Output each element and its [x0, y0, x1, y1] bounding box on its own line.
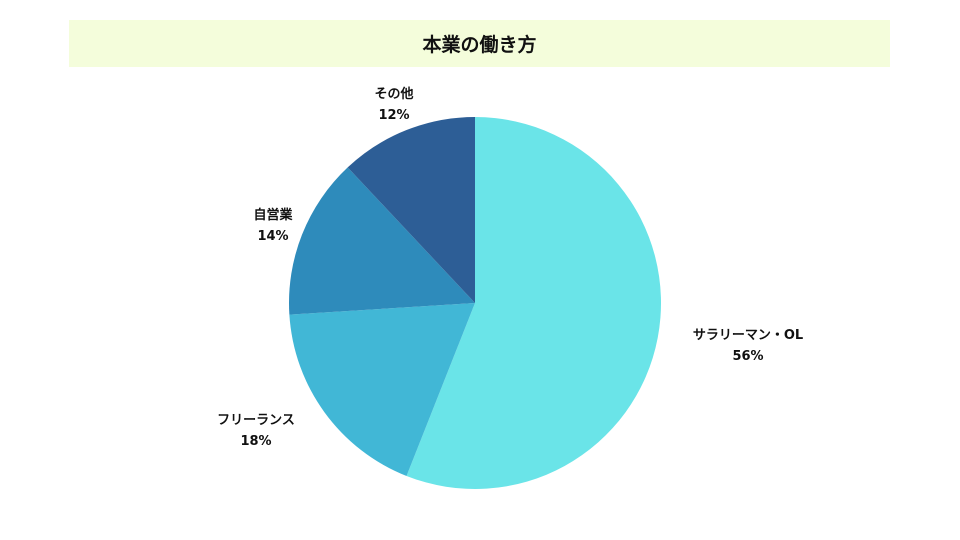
slice-category-label: サラリーマン・OL [693, 328, 803, 343]
pie-slice [289, 167, 475, 315]
slice-category-label: 自営業 [253, 207, 293, 223]
slice-category-label: フリーランス [217, 413, 295, 428]
chart-title-bar: 本業の働き方 [69, 20, 890, 67]
pie-labels: サラリーマン・OL 56% フリーランス 18% 自営業 14% その他 12% [217, 86, 803, 449]
slice-value-label: 18% [240, 434, 271, 449]
pie-slices [289, 117, 662, 490]
pie-slice [406, 117, 662, 490]
pie-slice [289, 303, 475, 476]
slice-category-label: その他 [374, 86, 413, 102]
slice-value-label: 12% [378, 108, 409, 123]
slice-value-label: 56% [732, 349, 763, 364]
slice-value-label: 14% [257, 229, 288, 244]
chart-title: 本業の働き方 [422, 34, 537, 56]
pie-slice [347, 117, 475, 303]
